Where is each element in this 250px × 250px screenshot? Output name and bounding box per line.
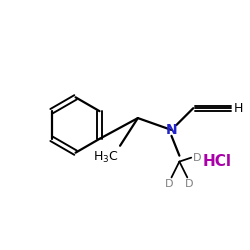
Text: D: D: [185, 180, 194, 190]
Text: H: H: [234, 102, 243, 115]
Text: HCl: HCl: [202, 154, 232, 169]
Text: D: D: [193, 153, 202, 163]
Text: N: N: [166, 123, 177, 137]
Text: $\mathrm{H_3C}$: $\mathrm{H_3C}$: [92, 150, 118, 165]
Text: D: D: [165, 180, 174, 190]
